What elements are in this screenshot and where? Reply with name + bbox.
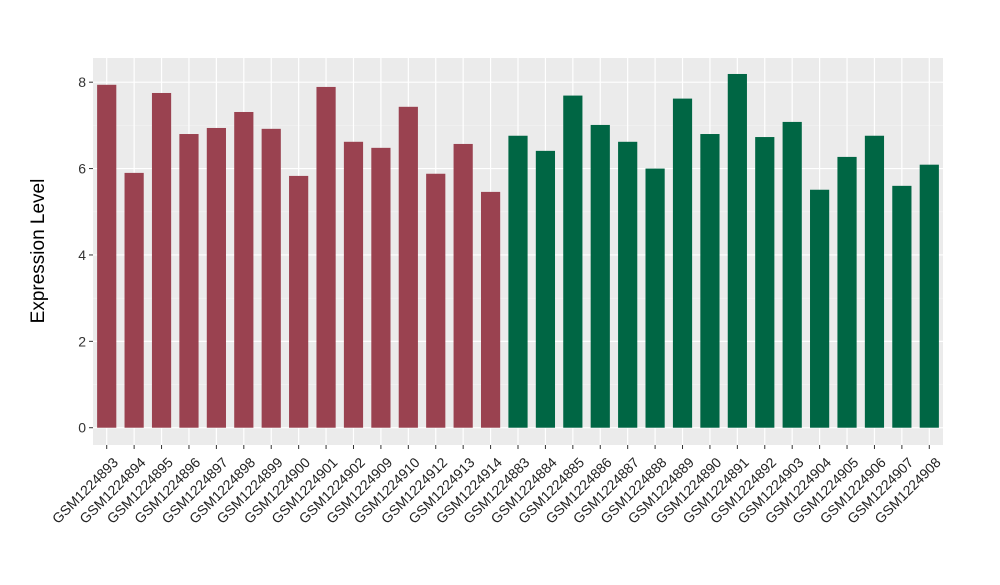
bar-GSM1224891	[727, 73, 747, 428]
bar-GSM1224892	[755, 137, 775, 428]
y-tick-label: 4	[78, 247, 86, 263]
bar-GSM1224900	[289, 175, 309, 428]
bar-GSM1224883	[508, 135, 528, 428]
bar-GSM1224902	[343, 141, 364, 428]
y-tick-label: 6	[78, 161, 86, 177]
bar-GSM1224904	[810, 189, 830, 428]
bar-GSM1224903	[782, 121, 802, 428]
bar-GSM1224895	[151, 92, 172, 428]
bar-GSM1224906	[864, 135, 885, 428]
bar-GSM1224890	[700, 134, 720, 428]
bar-GSM1224886	[590, 124, 610, 428]
bar-GSM1224907	[892, 185, 912, 428]
bar-GSM1224901	[316, 86, 336, 428]
y-tick-label: 8	[78, 74, 86, 90]
bar-GSM1224896	[179, 134, 199, 428]
bar-GSM1224898	[234, 111, 254, 428]
bar-GSM1224893	[97, 84, 117, 428]
y-tick-label: 2	[78, 333, 86, 349]
bar-GSM1224885	[563, 95, 583, 428]
bar-GSM1224889	[672, 98, 693, 428]
bar-GSM1224913	[453, 143, 473, 428]
bar-GSM1224909	[371, 147, 391, 428]
bar-GSM1224887	[618, 141, 638, 428]
bar-GSM1224888	[645, 168, 665, 428]
bar-GSM1224910	[398, 106, 418, 428]
y-tick-label: 0	[78, 420, 86, 436]
bar-GSM1224905	[837, 156, 857, 428]
y-axis-label: Expression Level	[28, 179, 49, 324]
bar-GSM1224884	[535, 150, 556, 428]
bar-GSM1224908	[919, 164, 939, 428]
bar-GSM1224899	[261, 128, 281, 428]
bar-GSM1224914	[480, 191, 501, 428]
bar-GSM1224894	[124, 172, 144, 428]
bar-GSM1224912	[426, 173, 446, 428]
bar-GSM1224897	[206, 127, 226, 428]
